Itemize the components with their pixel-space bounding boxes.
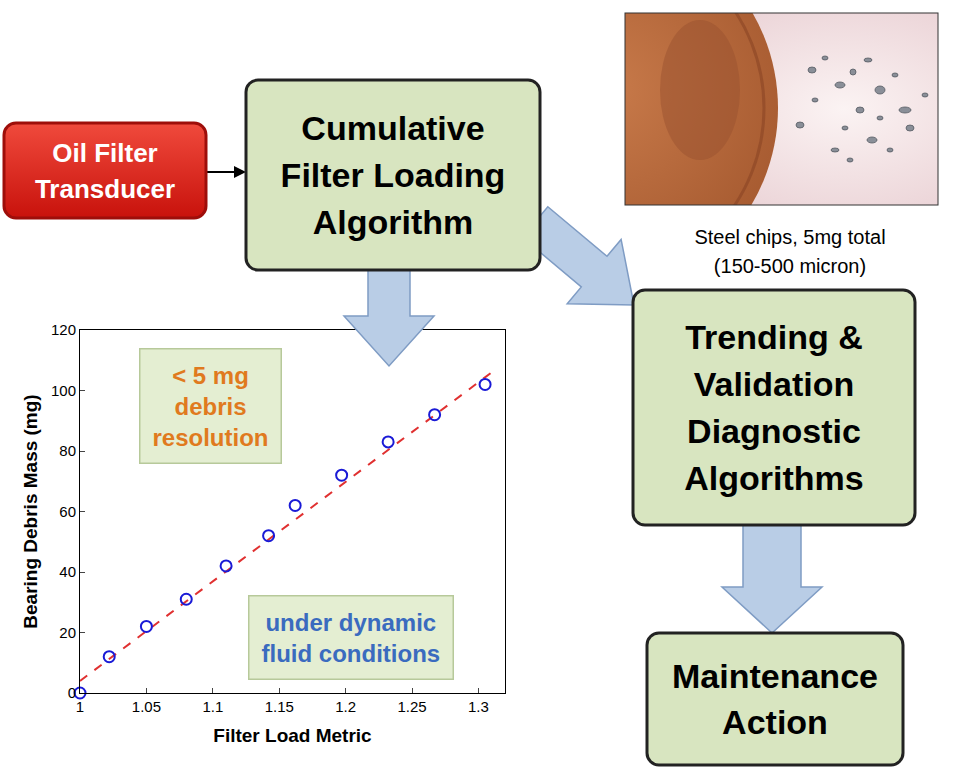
svg-text:Oil Filter: Oil Filter — [52, 138, 157, 168]
svg-text:Trending &: Trending & — [685, 318, 863, 356]
svg-text:Action: Action — [722, 703, 828, 741]
svg-text:1.3: 1.3 — [468, 698, 489, 715]
svg-text:1.15: 1.15 — [265, 698, 294, 715]
svg-text:1.1: 1.1 — [202, 698, 223, 715]
svg-text:Bearing Debris Mass (mg): Bearing Debris Mass (mg) — [20, 394, 41, 628]
svg-text:1.25: 1.25 — [397, 698, 426, 715]
svg-text:under dynamicfluid conditions: under dynamicfluid conditions — [262, 609, 441, 667]
svg-text:Filter Load Metric: Filter Load Metric — [213, 725, 372, 746]
svg-text:1: 1 — [76, 698, 84, 715]
svg-text:Maintenance: Maintenance — [672, 657, 878, 695]
svg-text:Algorithm: Algorithm — [313, 203, 474, 241]
svg-text:0: 0 — [68, 684, 76, 701]
svg-text:(150-500 micron): (150-500 micron) — [714, 255, 866, 277]
svg-text:Diagnostic: Diagnostic — [687, 412, 861, 450]
svg-text:80: 80 — [59, 442, 76, 459]
svg-text:120: 120 — [51, 321, 76, 338]
svg-text:100: 100 — [51, 382, 76, 399]
svg-text:20: 20 — [59, 624, 76, 641]
svg-text:60: 60 — [59, 503, 76, 520]
svg-text:< 5 mgdebrisresolution: < 5 mgdebrisresolution — [153, 362, 269, 451]
svg-text:Validation: Validation — [694, 365, 855, 403]
svg-text:Algorithms: Algorithms — [684, 459, 863, 497]
svg-text:1.2: 1.2 — [335, 698, 356, 715]
svg-text:40: 40 — [59, 563, 76, 580]
svg-text:Cumulative: Cumulative — [301, 109, 484, 147]
svg-text:1.05: 1.05 — [132, 698, 161, 715]
svg-text:Filter Loading: Filter Loading — [281, 156, 506, 194]
svg-text:Transducer: Transducer — [35, 174, 175, 204]
svg-text:Steel chips, 5mg total: Steel chips, 5mg total — [694, 226, 885, 248]
